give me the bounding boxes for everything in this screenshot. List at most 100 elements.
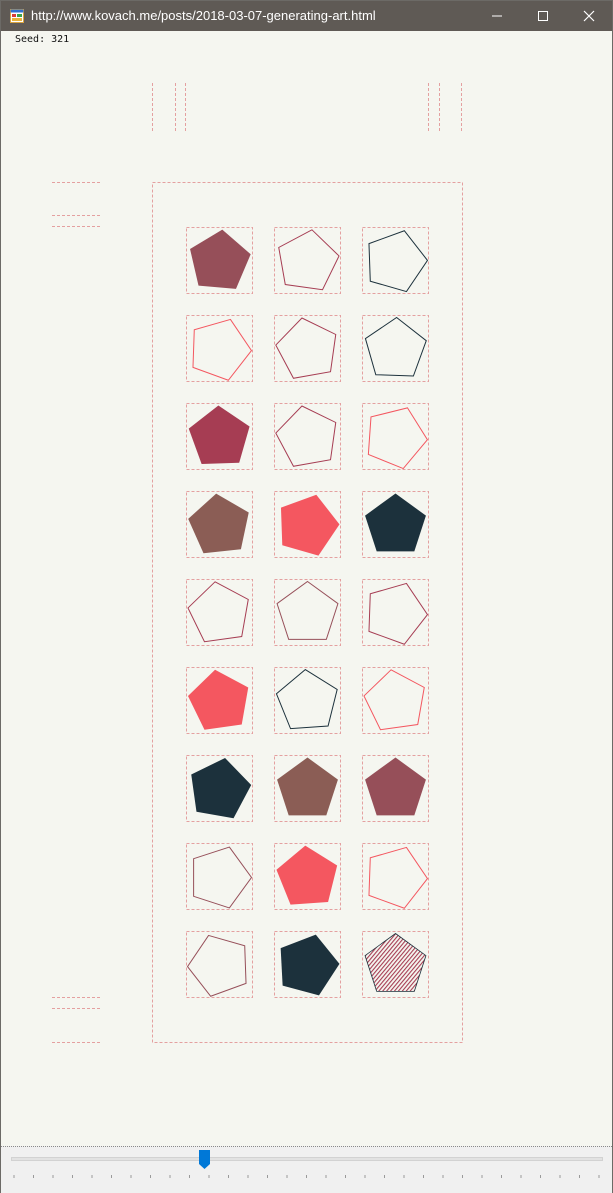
pentagon-shape <box>364 316 427 377</box>
tile-border <box>274 491 341 558</box>
tile-border <box>362 227 429 294</box>
pentagon-tile <box>362 491 429 558</box>
minimize-button[interactable] <box>474 1 520 31</box>
tile-border <box>274 667 341 734</box>
pentagon-tile <box>186 579 253 646</box>
tile-border <box>274 579 341 646</box>
pentagon-shape <box>275 405 337 467</box>
pentagon-tile <box>186 315 253 382</box>
tile-border <box>362 491 429 558</box>
pentagon-tile <box>362 755 429 822</box>
tile-border <box>362 579 429 646</box>
pentagon-tile <box>274 843 341 910</box>
pentagon-shape <box>275 317 337 379</box>
pentagon-tile <box>186 403 253 470</box>
pentagon-shape <box>276 845 338 905</box>
pentagon-shape <box>188 493 249 554</box>
canvas-area: Seed: 321 <box>1 31 612 1145</box>
pentagon-tile <box>362 579 429 646</box>
tile-border <box>274 403 341 470</box>
pentagon-shape <box>276 580 339 640</box>
pentagon-tile <box>274 579 341 646</box>
pentagon-tile <box>362 315 429 382</box>
tile-border <box>186 403 253 470</box>
tile-border <box>274 755 341 822</box>
tile-border <box>362 403 429 470</box>
pentagon-tile <box>274 667 341 734</box>
generated-art <box>52 83 463 1043</box>
minimize-icon <box>492 15 502 17</box>
tile-border <box>362 755 429 822</box>
pentagon-tile <box>362 667 429 734</box>
tile-border <box>186 843 253 910</box>
pentagon-tile <box>186 227 253 294</box>
pentagon-tile <box>274 491 341 558</box>
tile-border <box>186 315 253 382</box>
pentagon-tile <box>186 491 253 558</box>
tile-border <box>362 843 429 910</box>
pentagon-shape <box>367 407 429 470</box>
pentagon-grid <box>186 227 429 998</box>
pentagon-shape <box>280 494 340 556</box>
tile-border <box>186 579 253 646</box>
pentagon-shape <box>365 493 426 552</box>
pentagon-shape <box>280 934 340 996</box>
slider-thumb[interactable] <box>199 1150 211 1169</box>
close-button[interactable] <box>566 1 612 31</box>
pentagon-shape <box>192 318 253 381</box>
tile-border <box>362 667 429 734</box>
tile-border <box>274 931 341 998</box>
tile-border <box>186 667 253 734</box>
slider-track[interactable] <box>11 1157 603 1161</box>
pentagon-tile <box>274 755 341 822</box>
pentagon-shape <box>278 229 340 291</box>
pentagon-tile <box>186 931 253 998</box>
app-window-icon <box>10 9 24 23</box>
window-title: http://www.kovach.me/posts/2018-03-07-ge… <box>31 8 376 23</box>
tile-border <box>362 931 429 998</box>
pentagon-tile <box>274 315 341 382</box>
pentagon-shape <box>193 846 253 909</box>
pentagon-tile <box>274 403 341 470</box>
pentagon-shape <box>365 757 426 816</box>
tile-border <box>274 843 341 910</box>
pentagon-shape <box>368 582 429 645</box>
close-icon <box>583 10 595 22</box>
maximize-icon <box>538 11 548 21</box>
pentagon-tile <box>186 667 253 734</box>
pentagon-tile <box>274 931 341 998</box>
pentagon-shape <box>277 757 338 816</box>
pentagon-shape <box>187 581 249 643</box>
tile-border <box>274 227 341 294</box>
tile-border <box>186 227 253 294</box>
pentagon-shape <box>187 669 249 730</box>
pentagon-tile <box>362 843 429 910</box>
tile-border <box>186 931 253 998</box>
pentagon-shape <box>188 405 250 465</box>
pentagon-shape <box>368 230 429 293</box>
pentagon-tile <box>186 755 253 822</box>
tile-border <box>186 491 253 558</box>
pentagon-tile <box>362 931 429 998</box>
pentagon-tile <box>274 227 341 294</box>
pentagon-shape <box>190 229 251 289</box>
guide-lines <box>52 83 463 1043</box>
tile-border <box>362 315 429 382</box>
pentagon-tile <box>362 227 429 294</box>
pentagon-shape <box>191 757 252 819</box>
tile-border <box>274 315 341 382</box>
seed-slider[interactable] <box>1 1146 612 1193</box>
art-frame <box>152 182 463 1043</box>
slider-ticks <box>13 1175 600 1178</box>
pentagon-tile <box>186 843 253 910</box>
tile-border <box>186 755 253 822</box>
pentagon-shape <box>186 934 247 997</box>
maximize-button[interactable] <box>520 1 566 31</box>
pentagon-shape <box>364 933 427 992</box>
pentagon-shape <box>275 668 338 730</box>
pentagon-shape <box>363 669 425 731</box>
pentagon-tile <box>362 403 429 470</box>
title-bar[interactable]: http://www.kovach.me/posts/2018-03-07-ge… <box>1 1 612 31</box>
seed-label: Seed: 321 <box>15 34 70 45</box>
